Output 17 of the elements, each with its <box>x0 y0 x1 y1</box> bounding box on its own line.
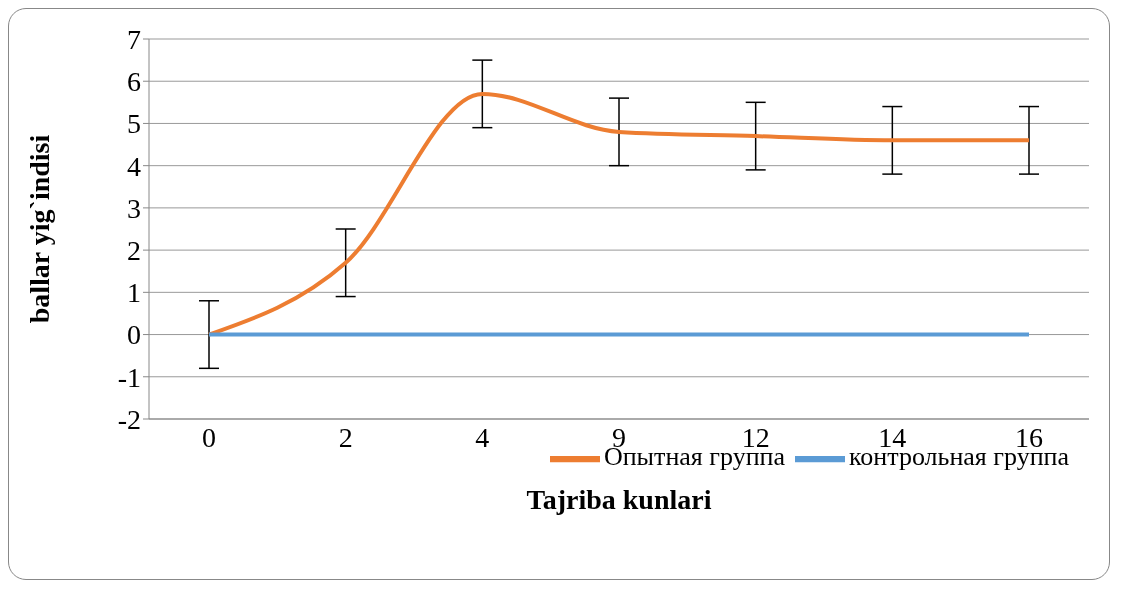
y-tick-label: -2 <box>117 403 141 435</box>
y-axis-title: ballar yig`indisi <box>23 134 55 324</box>
y-tick-label: 7 <box>127 23 141 55</box>
y-tick-label: 4 <box>127 150 141 182</box>
x-tick-label: 2 <box>338 421 353 453</box>
y-tick-label: 2 <box>127 235 141 267</box>
y-tick-label: 0 <box>127 319 141 351</box>
x-axis-title: Tajriba kunlari <box>526 484 712 515</box>
y-tick-label: 5 <box>127 108 141 140</box>
y-tick-label: 1 <box>127 277 141 309</box>
x-tick-label: 16 <box>1015 421 1043 453</box>
y-tick-label: -1 <box>117 361 141 393</box>
x-tick-label: 0 <box>202 421 216 453</box>
y-tick-label: 3 <box>127 192 141 224</box>
x-tick-label: 12 <box>741 421 770 453</box>
x-tick-label: 4 <box>475 421 490 453</box>
y-tick-label: 6 <box>127 66 141 98</box>
